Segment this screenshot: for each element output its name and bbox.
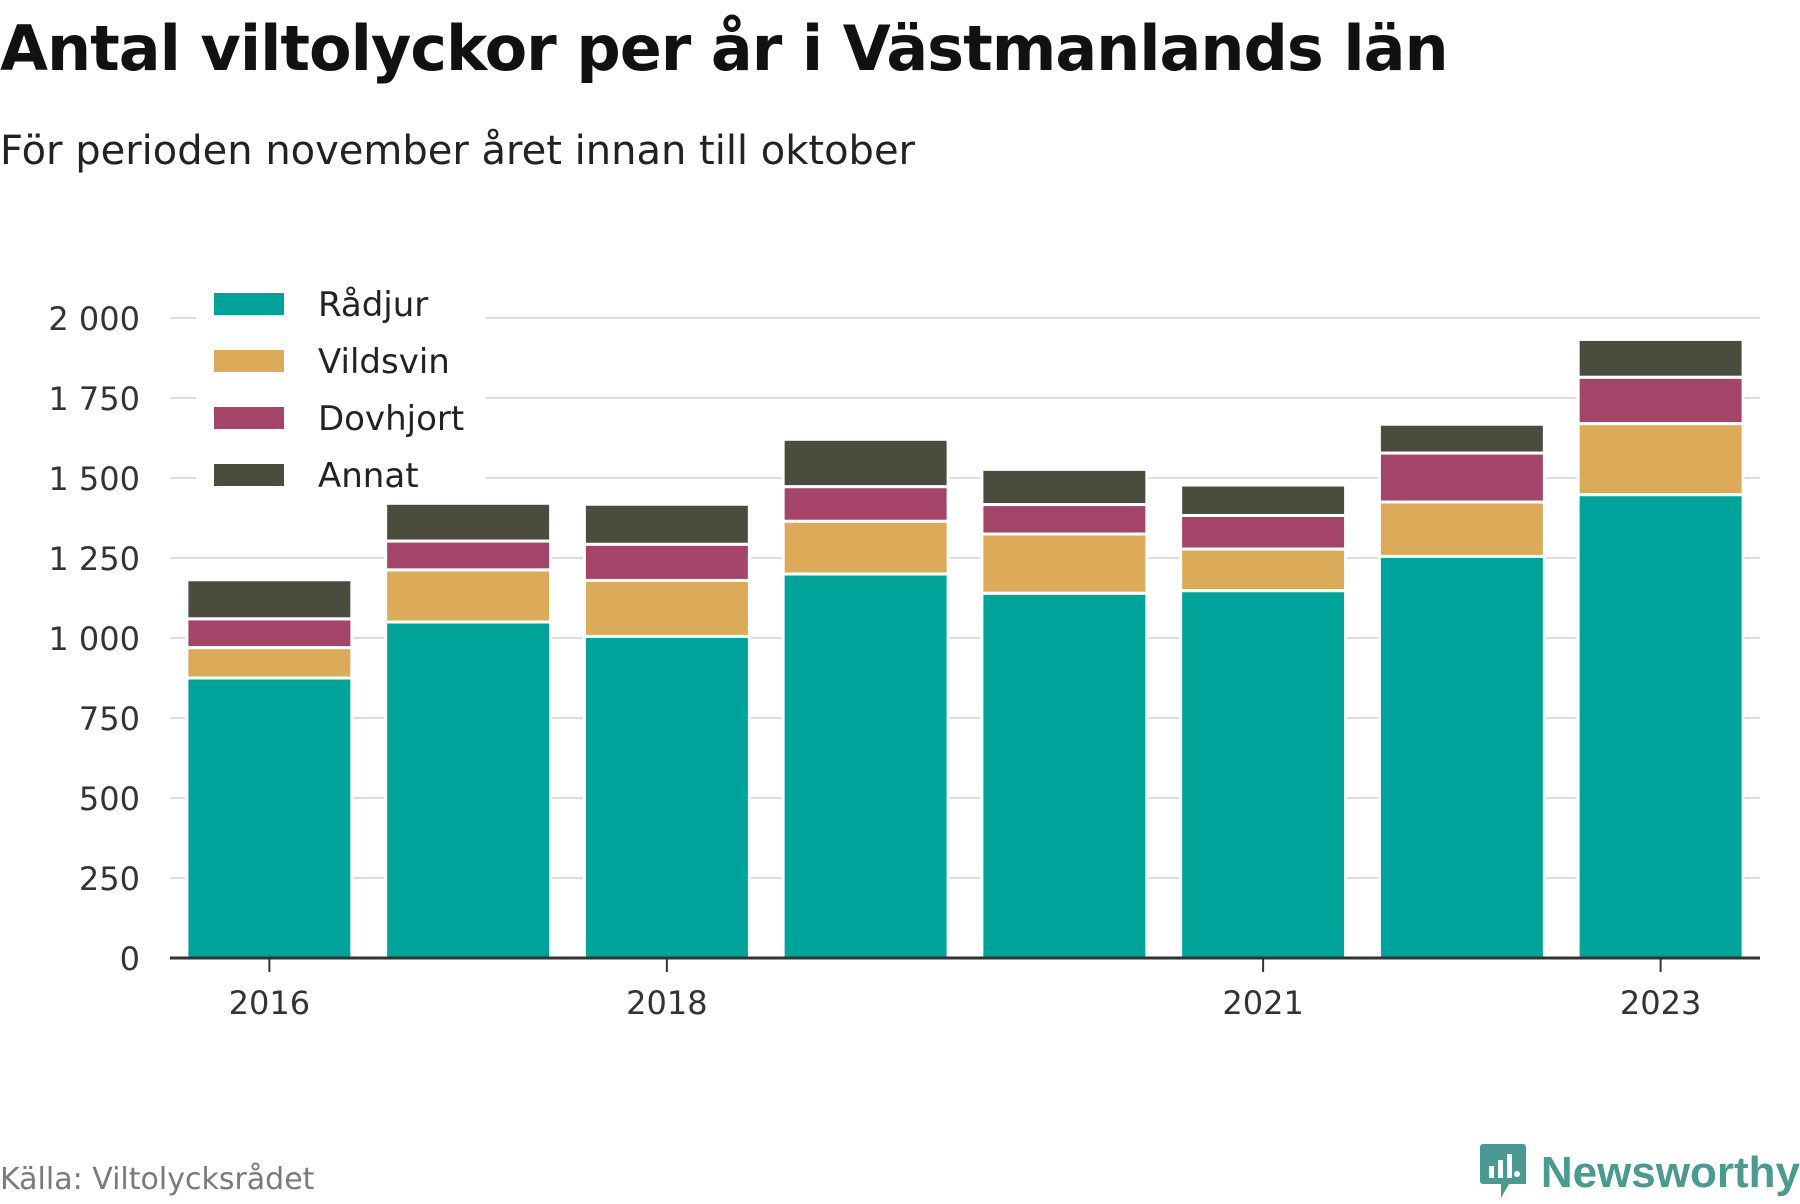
legend-label: Vildsvin — [318, 342, 450, 382]
bar-segment — [1576, 375, 1745, 426]
legend-swatch — [214, 293, 284, 315]
brand-name: Newsworthy — [1540, 1148, 1800, 1197]
y-tick-label: 1 750 — [48, 380, 140, 418]
bar-segment — [185, 578, 354, 621]
bar-segment — [781, 519, 950, 576]
y-tick-label: 1 500 — [48, 460, 140, 498]
legend-label: Rådjur — [318, 285, 428, 325]
bar-segment — [185, 676, 354, 960]
bar-segment — [582, 634, 751, 960]
legend-label: Dovhjort — [318, 399, 464, 439]
bar-segment — [384, 568, 553, 624]
chart-title: Antal viltolyckor per år i Västmanlands … — [0, 12, 1449, 85]
bar-segment — [1179, 483, 1348, 517]
bar-segment — [582, 542, 751, 582]
y-tick-label: 1 000 — [48, 620, 140, 658]
y-tick-label: 1 250 — [48, 540, 140, 578]
y-tick-label: 500 — [79, 780, 140, 818]
bar-segment — [1576, 493, 1745, 960]
x-axis: 2016 2018 2021 2023 — [170, 956, 1760, 1022]
bar-segment — [1377, 422, 1546, 455]
legend-swatch — [214, 350, 284, 372]
bar-segment — [384, 620, 553, 960]
bar-segment — [1377, 451, 1546, 504]
y-tick-label: 250 — [79, 860, 140, 898]
bar-segment — [582, 502, 751, 546]
bar-segment — [582, 578, 751, 638]
bar-segment — [1377, 554, 1546, 960]
legend-swatch — [214, 464, 284, 486]
newsworthy-logo-icon — [1479, 1142, 1527, 1204]
bars — [185, 337, 1745, 960]
bar-segment — [980, 532, 1149, 595]
bar-segment — [384, 539, 553, 572]
x-tick-label: 2016 — [229, 984, 310, 1022]
x-tick-label: 2021 — [1222, 984, 1303, 1022]
bar-segment — [185, 646, 354, 680]
brand-logo[interactable]: Newsworthy — [1479, 1142, 1800, 1204]
bar-segment — [1377, 500, 1546, 558]
bar-segment — [781, 572, 950, 960]
bar-segment — [781, 485, 950, 523]
y-tick-label: 0 — [120, 940, 140, 978]
bar-segment — [185, 617, 354, 650]
bar-segment — [980, 503, 1149, 536]
bar-segment — [980, 467, 1149, 507]
legend: Rådjur Vildsvin Dovhjort Annat — [196, 270, 486, 502]
chart-subtitle: För perioden november året innan till ok… — [0, 128, 915, 174]
bar-segment — [1179, 589, 1348, 960]
bar-segment — [384, 501, 553, 543]
y-axis-ticks: 0 250 500 750 1 000 1 250 1 500 1 750 2 000 — [48, 300, 140, 978]
bar-segment — [1576, 337, 1745, 379]
legend-swatch — [214, 407, 284, 429]
bar-segment — [781, 437, 950, 489]
y-tick-label: 2 000 — [48, 300, 140, 338]
bar-segment — [1576, 422, 1745, 497]
legend-label: Annat — [318, 456, 419, 496]
x-tick-label: 2018 — [626, 984, 707, 1022]
x-tick-label: 2023 — [1620, 984, 1701, 1022]
y-tick-label: 750 — [79, 700, 140, 738]
bar-segment — [1179, 547, 1348, 593]
bar-segment — [1179, 513, 1348, 551]
source-note: Källa: Viltolycksrådet — [0, 1162, 315, 1197]
stacked-bar-chart: 0 250 500 750 1 000 1 250 1 500 1 750 2 000 2016… — [48, 270, 1760, 1022]
bar-segment — [980, 591, 1149, 960]
